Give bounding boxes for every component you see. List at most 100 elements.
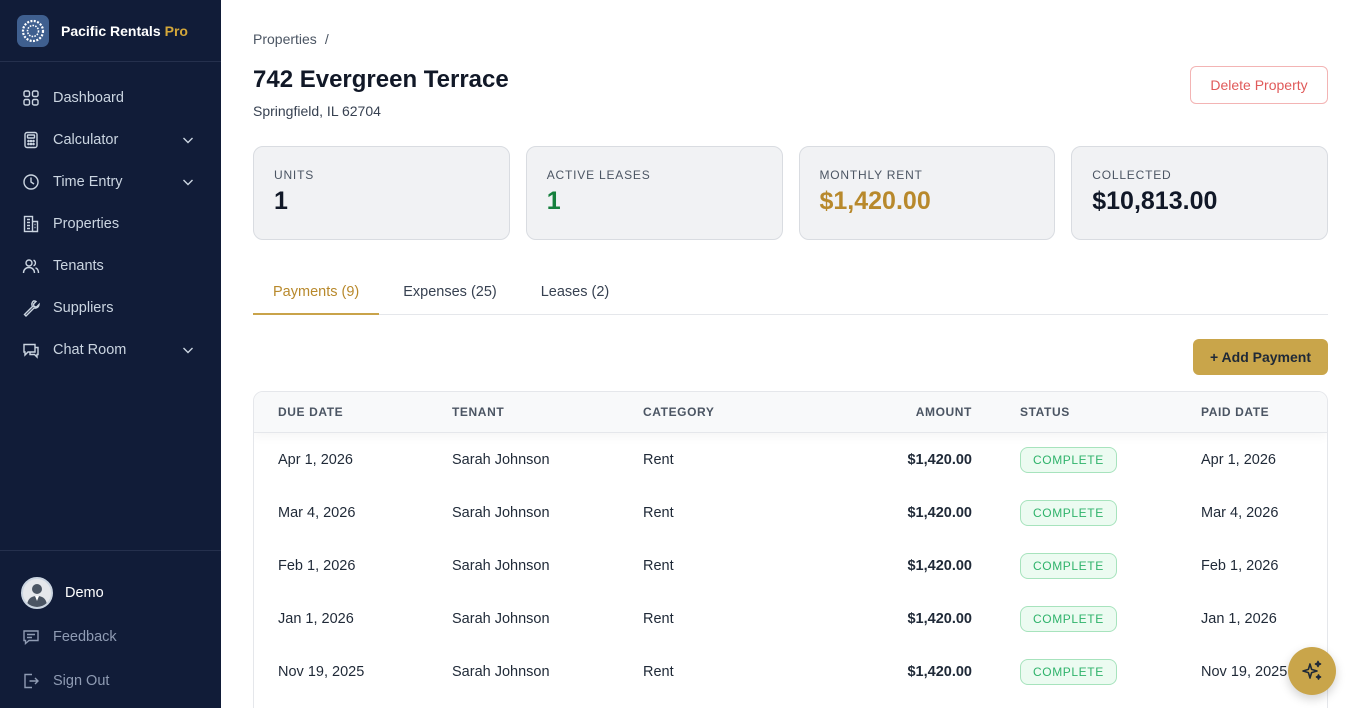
delete-property-button[interactable]: Delete Property — [1190, 66, 1328, 104]
sidebar-item-tenants[interactable]: Tenants — [0, 245, 221, 287]
sidebar-item-label: Chat Room — [53, 342, 127, 358]
breadcrumb: Properties / — [253, 31, 329, 47]
stat-card-units: UNITS 1 — [253, 146, 510, 240]
cell-due-date: Feb 1, 2026 — [278, 557, 356, 574]
cell-status: COMPLETE — [972, 552, 1201, 579]
stat-value: $10,813.00 — [1092, 187, 1218, 215]
chevron-down-icon[interactable] — [181, 175, 195, 189]
cell-due-date: Mar 4, 2026 — [278, 504, 356, 521]
brand[interactable]: Pacific Rentals Pro — [0, 0, 221, 62]
column-header-status[interactable]: STATUS — [1020, 405, 1070, 419]
sidebar-item-chat-room[interactable]: Chat Room — [0, 329, 221, 371]
table-row[interactable]: Feb 1, 2026 Sarah Johnson Rent $1,420.00… — [254, 539, 1327, 592]
chevron-down-icon[interactable] — [181, 343, 195, 357]
brand-logo-icon — [17, 14, 49, 47]
status-badge: COMPLETE — [1020, 499, 1117, 526]
main-content: Properties / 742 Evergreen Terrace Spring… — [253, 0, 1328, 708]
cell-amount: $1,420.00 — [907, 451, 972, 468]
table-row[interactable]: Apr 1, 2026 Sarah Johnson Rent $1,420.00… — [254, 433, 1327, 486]
column-header-tenant[interactable]: TENANT — [452, 405, 505, 419]
cell-status: COMPLETE — [972, 605, 1201, 632]
cell-due-date: Apr 1, 2026 — [278, 451, 353, 468]
table-row[interactable]: Jan 1, 2026 Sarah Johnson Rent $1,420.00… — [254, 592, 1327, 645]
table-row[interactable]: Nov 19, 2025 Sarah Johnson Rent $1,420.0… — [254, 645, 1327, 698]
sidebar-item-suppliers[interactable]: Suppliers — [0, 287, 221, 329]
column-header-paid-date[interactable]: PAID DATE — [1201, 405, 1270, 419]
sidebar-item-properties[interactable]: Properties — [0, 203, 221, 245]
status-badge: COMPLETE — [1020, 605, 1117, 632]
feedback-label: Feedback — [53, 629, 117, 645]
status-badge: COMPLETE — [1020, 552, 1117, 579]
wrench-icon — [22, 299, 40, 317]
sidebar-nav: Dashboard Calculator Time Entry Properti… — [0, 62, 221, 371]
cell-tenant: Sarah Johnson — [452, 610, 550, 627]
column-header-category[interactable]: CATEGORY — [643, 405, 715, 419]
cell-tenant: Sarah Johnson — [452, 451, 550, 468]
stat-label: MONTHLY RENT — [819, 168, 923, 182]
tab-expenses[interactable]: Expenses (25) — [403, 284, 497, 300]
cell-paid-date: Mar 4, 2026 — [1201, 504, 1279, 521]
payments-table: DUE DATE TENANT CATEGORY AMOUNT STATUS P… — [253, 391, 1328, 708]
avatar — [21, 577, 53, 609]
breadcrumb-properties-link[interactable]: Properties — [253, 31, 317, 47]
ai-assistant-button[interactable] — [1288, 647, 1336, 695]
cell-amount: $1,420.00 — [907, 504, 972, 521]
cell-amount: $1,420.00 — [907, 663, 972, 680]
stat-value: 1 — [546, 187, 561, 215]
breadcrumb-separator: / — [324, 31, 329, 47]
stat-label: COLLECTED — [1092, 168, 1172, 182]
cell-tenant: Sarah Johnson — [452, 557, 550, 574]
sidebar-footer: Demo Feedback Sign Out — [0, 550, 221, 708]
sidebar-item-label: Tenants — [53, 258, 104, 274]
add-payment-button[interactable]: + Add Payment — [1193, 339, 1328, 375]
cell-paid-date: Feb 1, 2026 — [1201, 557, 1279, 574]
cell-category: Rent — [643, 663, 674, 680]
sidebar-item-label: Properties — [53, 216, 120, 232]
column-header-due-date[interactable]: DUE DATE — [278, 405, 344, 419]
sign-out-label: Sign Out — [53, 673, 110, 689]
tab-leases[interactable]: Leases (2) — [540, 284, 610, 300]
sign-out-link[interactable]: Sign Out — [0, 659, 221, 703]
stat-value: $1,420.00 — [819, 187, 931, 215]
sidebar-item-calculator[interactable]: Calculator — [0, 119, 221, 161]
status-badge: COMPLETE — [1020, 658, 1117, 685]
feedback-icon — [22, 628, 40, 646]
stat-card-collected: COLLECTED $10,813.00 — [1071, 146, 1328, 240]
stats-row: UNITS 1 ACTIVE LEASES 1 MONTHLY RENT $1,… — [253, 146, 1328, 240]
property-address: Springfield, IL 62704 — [253, 103, 381, 119]
brand-suffix: Pro — [164, 22, 188, 39]
cell-tenant: Sarah Johnson — [452, 504, 550, 521]
status-badge: COMPLETE — [1020, 446, 1117, 473]
cell-tenant: Sarah Johnson — [452, 663, 550, 680]
cell-category: Rent — [643, 557, 674, 574]
cell-status: COMPLETE — [972, 446, 1201, 473]
chat-icon — [22, 341, 40, 359]
building-icon — [22, 215, 40, 233]
sparkles-icon — [1302, 660, 1322, 680]
stat-label: ACTIVE LEASES — [546, 168, 651, 182]
cell-amount: $1,420.00 — [907, 610, 972, 627]
column-header-amount[interactable]: AMOUNT — [915, 405, 972, 419]
user-name: Demo — [65, 585, 104, 601]
table-row[interactable]: Mar 4, 2026 Sarah Johnson Rent $1,420.00… — [254, 486, 1327, 539]
brand-name: Pacific Rentals — [61, 22, 161, 39]
sidebar-item-dashboard[interactable]: Dashboard — [0, 77, 221, 119]
users-icon — [22, 257, 40, 275]
page-title: 742 Evergreen Terrace — [253, 66, 509, 93]
cell-paid-date: Jan 1, 2026 — [1201, 610, 1277, 627]
sidebar: Pacific Rentals Pro Dashboard Calculator… — [0, 0, 221, 708]
cell-due-date: Jan 1, 2026 — [278, 610, 354, 627]
stat-value: 1 — [274, 187, 288, 215]
cell-status: COMPLETE — [972, 658, 1201, 685]
cell-status: COMPLETE — [972, 499, 1201, 526]
calculator-icon — [22, 131, 40, 149]
clock-icon — [22, 173, 40, 191]
cell-paid-date: Nov 19, 2025 — [1201, 663, 1288, 680]
chevron-down-icon[interactable] — [181, 133, 195, 147]
tab-payments[interactable]: Payments (9) — [253, 272, 380, 315]
cell-amount: $1,420.00 — [907, 557, 972, 574]
sidebar-item-label: Dashboard — [53, 90, 124, 106]
user-profile[interactable]: Demo — [0, 571, 221, 615]
feedback-link[interactable]: Feedback — [0, 615, 221, 659]
sidebar-item-time-entry[interactable]: Time Entry — [0, 161, 221, 203]
